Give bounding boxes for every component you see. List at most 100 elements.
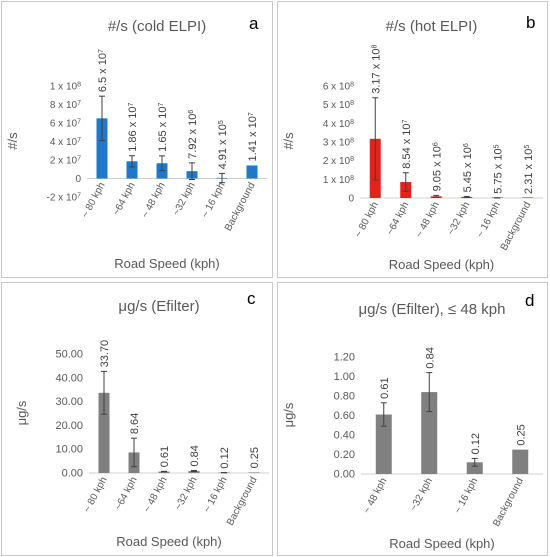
y-tick-label: 3 x 108 xyxy=(323,137,354,149)
data-label: 2.31 x 105 xyxy=(523,145,535,194)
data-label: 0.84 xyxy=(189,445,201,466)
data-label-group: 0.84 xyxy=(424,347,436,368)
data-label-group: 2.31 x 105 xyxy=(523,145,535,194)
data-label-group: 6.5 x 107 xyxy=(97,49,109,92)
data-label-exponent: 6 xyxy=(462,143,469,147)
y-tick-label-exponent: 7 xyxy=(77,155,81,162)
y-tick-label: 0.20 xyxy=(334,449,355,461)
data-label: 5.75 x 105 xyxy=(492,144,504,193)
x-tick-label: ~32 kph xyxy=(173,475,200,512)
x-tick-label: Background xyxy=(491,476,526,528)
bar xyxy=(421,392,438,474)
y-tick-label-exponent: 7 xyxy=(77,100,81,107)
panel-letter: a xyxy=(249,14,259,33)
bar xyxy=(98,392,110,473)
y-tick-label: 4 x 107 xyxy=(50,137,81,149)
x-tick-label-group: ~ 48 kph xyxy=(414,200,442,239)
x-tick-label-group: Background xyxy=(225,475,260,527)
y-tick-label: 30.00 xyxy=(55,396,83,408)
data-label: 1.65 x 107 xyxy=(157,103,169,152)
data-label-group: 0.25 xyxy=(249,447,261,468)
x-tick-label-group: ~ 80 kph xyxy=(353,200,381,239)
x-tick-label: ~ 16 kph xyxy=(202,475,230,514)
y-tick-label-exponent: 8 xyxy=(350,174,354,181)
data-label-mantissa: 0.61 xyxy=(159,446,171,467)
data-label-group: 3.17 x 108 xyxy=(370,44,382,93)
data-label-mantissa: 33.70 xyxy=(99,340,111,368)
chart-c-svg: μg/s (Efilter) c 0.00 10.00 20.00 30.00 40.00 5… xyxy=(14,289,269,549)
data-label: 3.17 x 108 xyxy=(370,44,382,93)
data-label-mantissa: 1.41 xyxy=(247,140,259,161)
x-axis-label: Road Speed (kph) xyxy=(116,534,222,549)
y-tick-label-mantissa: 5 x 10 xyxy=(323,100,351,111)
x-tick-label: Background xyxy=(223,181,258,233)
y-tick-label: 4 x 108 xyxy=(323,118,354,130)
x-tick-label-group: Background xyxy=(491,476,526,528)
data-label-mantissa: 0.84 xyxy=(424,347,436,368)
y-tick-label-exponent: 7 xyxy=(77,192,81,199)
y-tick-label: 0 xyxy=(348,194,354,205)
x-tick-label-group: ~ 16 kph xyxy=(200,181,228,220)
data-label-mantissa: 0.25 xyxy=(515,424,527,445)
y-tick-label-mantissa: 0.40 xyxy=(334,430,355,442)
y-tick-label: 1.20 xyxy=(334,352,355,364)
y-tick-label-exponent: 7 xyxy=(77,137,81,144)
y-tick-label-mantissa: 8 x 10 xyxy=(50,100,78,111)
data-label: 0.61 xyxy=(159,446,171,467)
y-tick-label: 0 xyxy=(75,174,81,185)
x-tick-label: ~64 kph xyxy=(111,181,138,218)
y-tick-label: 20.00 xyxy=(55,420,83,432)
data-label-mantissa: 0.25 xyxy=(249,447,261,468)
y-axis-label: #/s xyxy=(5,132,20,150)
x-axis-label: Road Speed (kph) xyxy=(114,256,220,271)
data-label: 9.05 x 106 xyxy=(431,142,443,191)
y-tick-label-exponent: 8 xyxy=(77,81,81,88)
bar xyxy=(188,471,200,473)
chart-panel-a: #/s (cold ELPI) a -2 x 107 0 2 x 107 4 x 107 6… xyxy=(1,1,273,278)
data-label-exponent: 5 xyxy=(493,144,500,148)
data-label-mantissa: 5.75 xyxy=(492,172,504,193)
x-tick-label: ~ 16 kph xyxy=(475,200,503,239)
chart-title: μg/s (Efilter) xyxy=(118,298,199,315)
y-tick-label: 0.40 xyxy=(334,430,355,442)
data-label-mantissa: 1.65 xyxy=(157,130,169,151)
panel-border xyxy=(1,1,273,278)
bar xyxy=(522,197,534,198)
x-tick-label: ~32 kph xyxy=(408,476,435,513)
y-tick-label-mantissa: 10.00 xyxy=(55,444,83,456)
chart-d-svg: μg/s (Efilter), ≤ 48 kph d 0.00 0.20 0.40 0.6… xyxy=(281,291,543,551)
y-tick-label: 10.00 xyxy=(55,444,83,456)
data-label: 7.92 x 106 xyxy=(187,110,199,159)
y-tick-label-mantissa: 1 x 10 xyxy=(50,82,78,93)
data-label: 1.41 x 107 xyxy=(247,112,259,161)
data-label-mantissa: 8.54 xyxy=(401,147,413,168)
data-label-exponent: 8 xyxy=(371,44,378,48)
y-axis-label: μg/s xyxy=(281,402,296,427)
bar xyxy=(375,414,392,474)
data-label-mantissa: 6.5 xyxy=(97,77,109,92)
y-tick-label-exponent: 8 xyxy=(350,156,354,163)
y-tick-label-mantissa: 0 xyxy=(348,194,354,205)
data-label-mantissa: 2.31 xyxy=(523,173,535,194)
x-tick-label-group: Background xyxy=(223,181,258,233)
data-label: 6.5 x 107 xyxy=(97,49,109,92)
y-tick-label: 2 x 108 xyxy=(323,156,354,168)
x-tick-label: ~ 48 kph xyxy=(140,181,168,220)
y-tick-label: -2 x 107 xyxy=(47,192,82,204)
y-tick-label-mantissa: -2 x 10 xyxy=(47,193,78,204)
x-tick-label-group: ~32 kph xyxy=(408,476,435,513)
x-axis-label: Road Speed (kph) xyxy=(389,536,495,551)
data-label-group: 8.64 xyxy=(129,413,141,434)
x-tick-label: ~ 16 kph xyxy=(200,181,228,220)
y-tick-label-mantissa: 1 x 10 xyxy=(323,175,351,186)
y-tick-label: 1 x 108 xyxy=(50,81,81,93)
data-label-group: 0.12 xyxy=(470,433,482,454)
y-tick-label-mantissa: 30.00 xyxy=(55,396,83,408)
data-label-mantissa: 0.61 xyxy=(379,377,391,398)
chart-panel-d: μg/s (Efilter), ≤ 48 kph d 0.00 0.20 0.40 0.6… xyxy=(277,282,548,556)
data-label-exponent: 7 xyxy=(128,102,135,106)
y-tick-label: 1.00 xyxy=(334,371,355,383)
y-tick-label-mantissa: 0.60 xyxy=(334,410,355,422)
x-tick-label: ~32 kph xyxy=(446,200,473,237)
y-tick-label: 0.80 xyxy=(334,391,355,403)
